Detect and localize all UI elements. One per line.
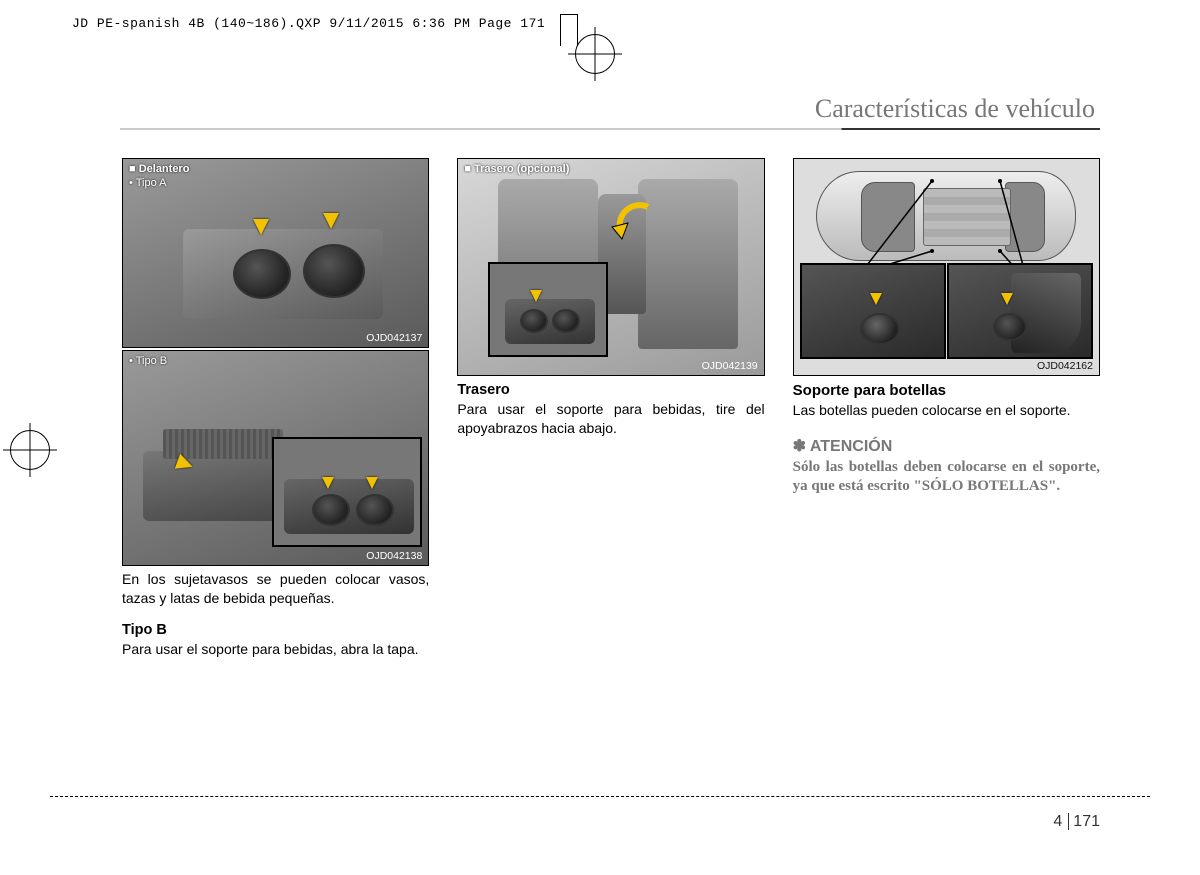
subhead-trasero: Trasero — [457, 382, 764, 398]
section-number: 4 — [1053, 813, 1069, 830]
figure-code: OJD042139 — [702, 360, 758, 372]
trim-line — [50, 796, 1150, 797]
notice-text: Sólo las botellas deben colocarse en el … — [793, 458, 1100, 497]
notice-head: ✽ ATENCIÓN — [793, 436, 1100, 456]
figure-bottle-holder: OJD042162 — [793, 158, 1100, 376]
figure-code: OJD042137 — [366, 332, 422, 344]
content-columns: ■ Delantero • Tipo A OJD042137 • Tipo B — [122, 158, 1100, 775]
figure-front-type-b: • Tipo B OJD042138 — [122, 350, 429, 566]
figure-rear: ■ Trasero (opcional) OJD042139 — [457, 158, 764, 376]
subhead-tipo-b: Tipo B — [122, 622, 429, 638]
registration-mark-left — [10, 430, 50, 470]
caption-text: En los sujetavasos se pueden colocar vas… — [122, 570, 429, 608]
print-header: JD PE-spanish 4B (140~186).QXP 9/11/2015… — [72, 16, 545, 31]
figure-code: OJD042138 — [366, 550, 422, 562]
figure-sublabel: • Tipo A — [129, 177, 167, 189]
figure-code: OJD042162 — [1037, 360, 1093, 372]
column-3: OJD042162 Soporte para botellas Las bote… — [793, 158, 1100, 775]
crop-mark — [560, 14, 578, 46]
body-text: Para usar el soporte para bebidas, abra … — [122, 640, 429, 659]
figure-label: ■ Trasero (opcional) — [464, 163, 569, 175]
body-text: Las botellas pueden colocarse en el sopo… — [793, 401, 1100, 420]
registration-mark-bottom — [575, 34, 615, 74]
column-2: ■ Trasero (opcional) OJD042139 Trasero P… — [457, 158, 764, 775]
body-text: Para usar el soporte para bebidas, tire … — [457, 400, 764, 438]
figure-front-type-a: ■ Delantero • Tipo A OJD042137 — [122, 158, 429, 348]
page-title: Características de vehículo — [815, 94, 1095, 124]
figure-sublabel: • Tipo B — [129, 355, 167, 367]
page-number: 4171 — [1053, 813, 1100, 831]
page-number-value: 171 — [1073, 813, 1100, 830]
title-rule — [120, 128, 1100, 130]
figure-label: ■ Delantero — [129, 163, 189, 175]
column-1: ■ Delantero • Tipo A OJD042137 • Tipo B — [122, 158, 429, 775]
section-head-bottle: Soporte para botellas — [793, 382, 1100, 399]
